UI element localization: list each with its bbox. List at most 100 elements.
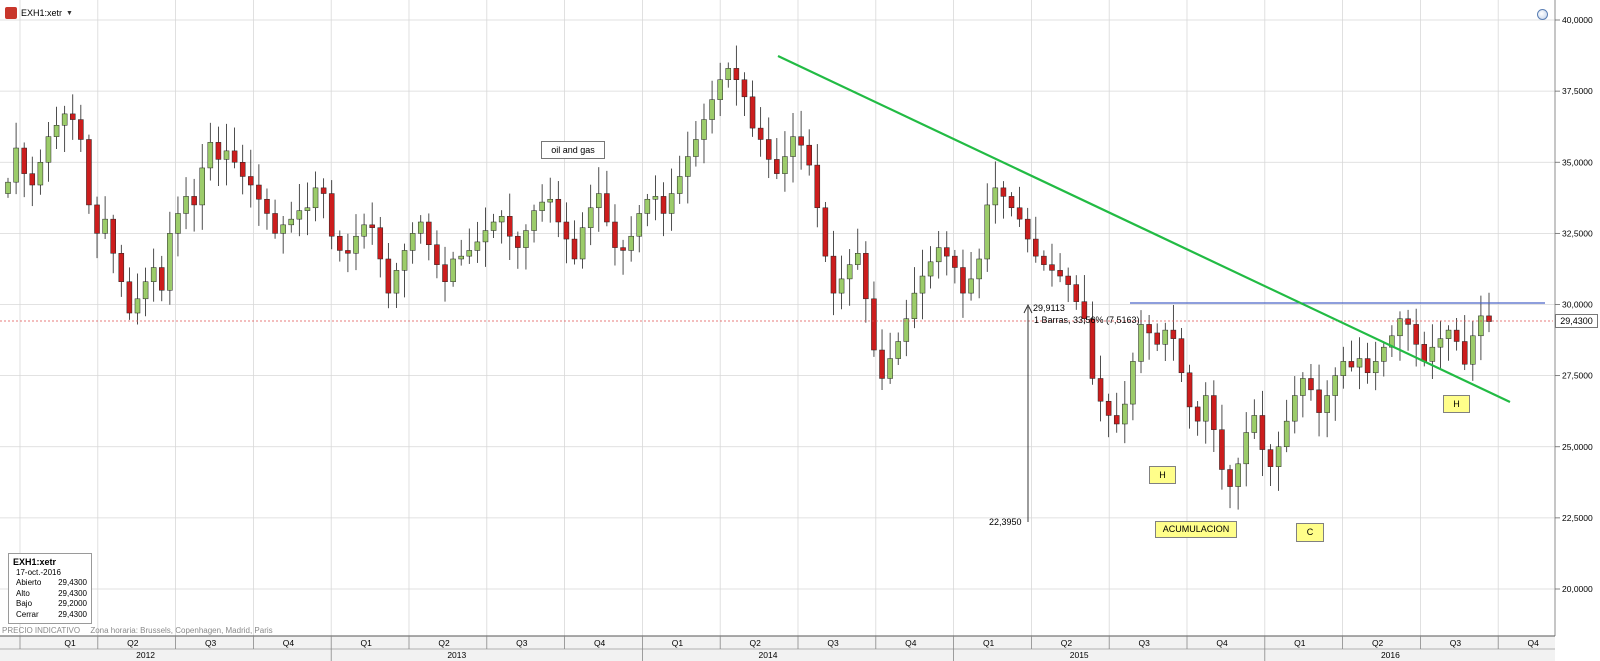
info-title: EXH1:xetr — [13, 557, 57, 567]
candle — [280, 216, 286, 254]
candle-body-up — [903, 318, 910, 342]
candle — [142, 267, 149, 317]
candle — [701, 103, 707, 164]
candle-body-down — [604, 193, 610, 223]
candle — [442, 246, 448, 302]
candle-body-down — [345, 250, 351, 254]
candle-body-down — [612, 221, 618, 248]
candle — [1445, 325, 1452, 361]
candle — [1033, 216, 1039, 263]
candle-body-up — [846, 264, 853, 280]
candle — [1470, 320, 1476, 381]
candle — [5, 177, 11, 198]
chevron-down-icon[interactable]: ▼ — [66, 9, 73, 17]
candle — [992, 161, 999, 224]
year-label: 2013 — [447, 650, 466, 660]
candle — [1486, 292, 1492, 333]
candle — [871, 281, 877, 357]
candle — [1089, 301, 1096, 385]
globe-icon[interactable] — [1537, 9, 1548, 20]
candle — [328, 180, 335, 250]
candle-body-down — [1453, 329, 1460, 342]
candle — [984, 183, 990, 272]
candle — [685, 131, 691, 204]
candle-body-down — [369, 224, 375, 228]
head-tag[interactable]: C — [1296, 523, 1324, 542]
candle — [304, 182, 311, 236]
candle — [539, 184, 545, 222]
candle-body-down — [256, 184, 262, 200]
candle — [660, 182, 667, 237]
candle-body-down — [69, 113, 76, 120]
info-date: 17-oct.-2016 — [16, 567, 61, 577]
candle-body-up — [1324, 395, 1330, 413]
candle — [345, 233, 351, 273]
candle-body-down — [1170, 329, 1177, 339]
candle-body-up — [296, 210, 303, 220]
candle-body-up — [652, 196, 659, 200]
right-shoulder-tag[interactable]: H — [1443, 395, 1470, 413]
candle — [547, 177, 553, 223]
year-label: 2016 — [1381, 650, 1400, 660]
candle-body-up — [782, 156, 788, 174]
candle-body-up — [134, 298, 141, 314]
candle-body-down — [337, 235, 343, 251]
candle — [960, 249, 966, 318]
candle — [927, 246, 934, 289]
candle — [507, 193, 513, 261]
candle — [1405, 309, 1411, 351]
measure-detail: 1 Barras, 33,56% (7,5163) — [1034, 315, 1140, 325]
candle-body-up — [490, 221, 497, 231]
candle-body-up — [1437, 338, 1444, 348]
candle-body-up — [854, 253, 861, 265]
candle-body-up — [142, 281, 149, 300]
quarter-label: Q1 — [672, 638, 684, 648]
y-axis-ticks: 20,0000 22,5000 25,0000 27,5000 30,0000 32,50… — [1555, 15, 1593, 594]
chart-label-box[interactable]: oil and gas — [541, 141, 605, 159]
candle-body-down — [563, 221, 570, 240]
candle — [1356, 337, 1363, 390]
candle-body-down — [814, 164, 821, 209]
candle-body-up — [199, 167, 205, 206]
candle — [296, 184, 303, 237]
candle-body-down — [159, 267, 165, 291]
y-tick-label: 25,0000 — [1562, 442, 1593, 452]
trendline[interactable] — [777, 55, 1511, 403]
candle — [523, 224, 529, 270]
candle-body-up — [1470, 335, 1476, 365]
candle-body-up — [911, 292, 918, 319]
candle — [13, 122, 19, 195]
candle — [733, 45, 740, 106]
quarter-label: Q1 — [361, 638, 373, 648]
left-shoulder-tag[interactable]: H — [1149, 466, 1176, 484]
candle — [223, 123, 230, 186]
candle-body-down — [377, 227, 384, 260]
candle-body-up — [417, 221, 424, 234]
candle-body-up — [1397, 318, 1403, 337]
candle — [749, 80, 756, 137]
candle — [782, 131, 788, 192]
candle — [37, 149, 44, 195]
candle-body-up — [539, 201, 545, 211]
candle-body-up — [312, 187, 319, 209]
candle — [1049, 243, 1055, 287]
candle — [935, 230, 942, 279]
candle — [741, 72, 748, 117]
candle — [1437, 320, 1444, 371]
candle — [790, 112, 796, 183]
candle — [863, 241, 869, 323]
candle — [1000, 181, 1007, 219]
candle — [765, 117, 772, 179]
quarter-label: Q4 — [283, 638, 295, 648]
candle — [490, 213, 497, 238]
candle — [612, 204, 618, 266]
ticker-selector[interactable]: EXH1:xetr ▼ — [5, 6, 73, 20]
quarter-label: Q3 — [205, 638, 217, 648]
candle-body-up — [1130, 361, 1136, 405]
candle-body-down — [320, 187, 327, 194]
candle — [919, 249, 926, 320]
accumulation-tag[interactable]: ACUMULACION — [1155, 521, 1237, 538]
candle — [393, 262, 400, 309]
candle-body-down — [1219, 429, 1225, 470]
